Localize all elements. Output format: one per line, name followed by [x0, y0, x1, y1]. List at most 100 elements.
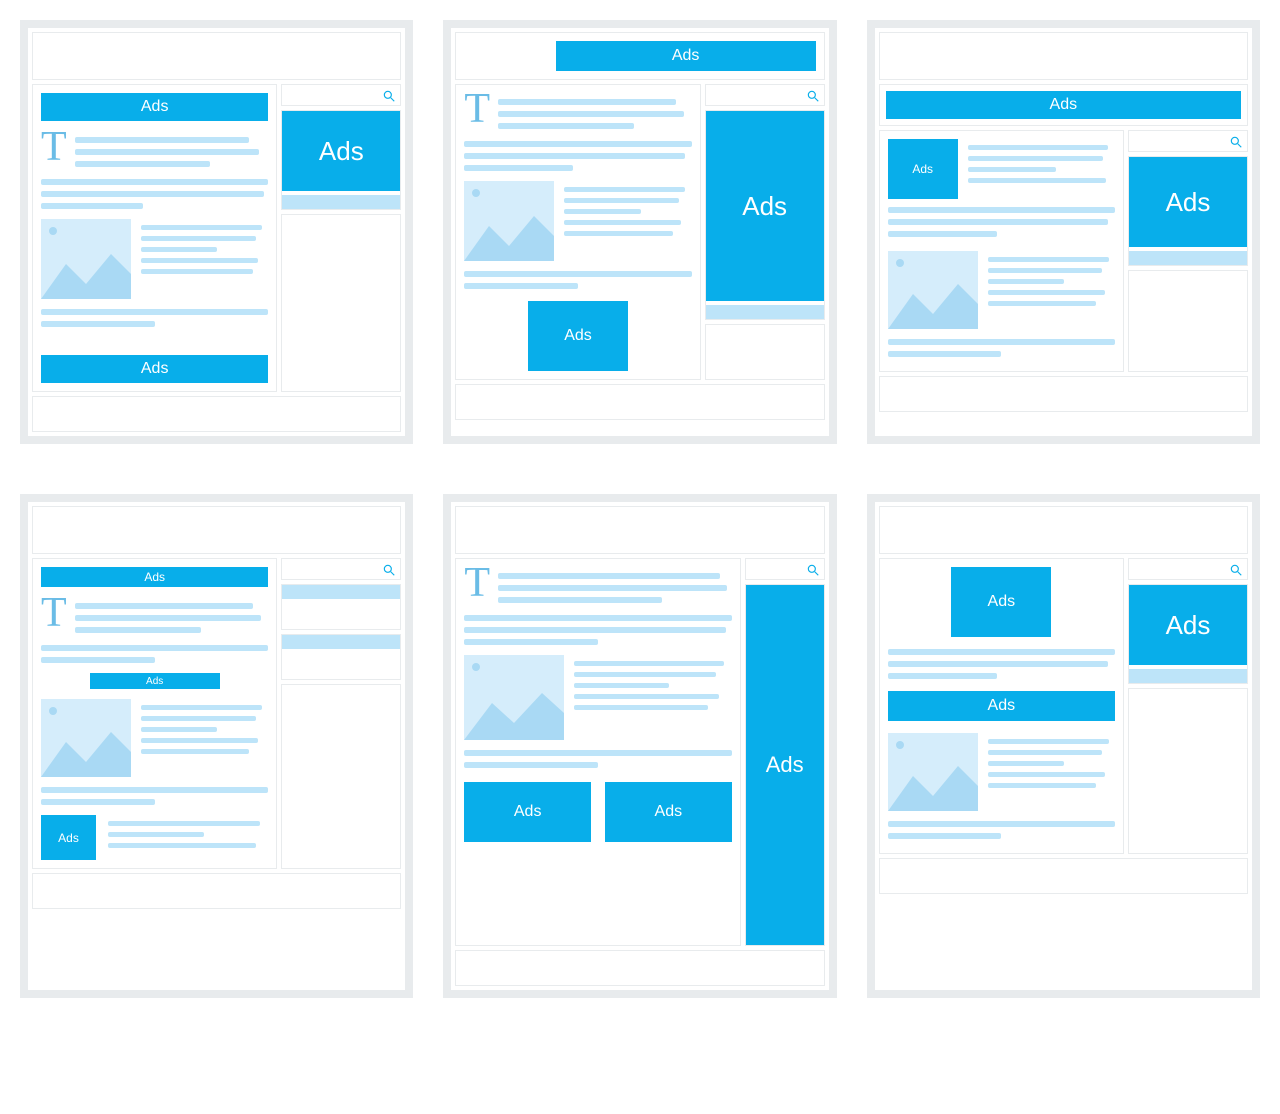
text-line	[108, 843, 256, 848]
ad-bottom-banner: Ads	[41, 355, 268, 383]
text-line	[41, 321, 155, 327]
text-line	[75, 615, 261, 621]
text-line	[75, 603, 253, 609]
text-line	[888, 673, 997, 679]
text-line	[988, 783, 1096, 788]
search-icon[interactable]	[1229, 563, 1243, 577]
text-line	[464, 153, 685, 159]
image-placeholder	[41, 219, 131, 299]
text-line	[988, 268, 1103, 273]
dropcap: T	[41, 597, 67, 631]
text-line	[888, 351, 1002, 357]
text-line	[574, 661, 723, 666]
text-line	[564, 187, 685, 192]
text-line	[464, 141, 691, 147]
text-line	[464, 283, 578, 289]
text-line	[988, 279, 1064, 284]
header-bar	[879, 506, 1248, 554]
text-line	[574, 705, 708, 710]
text-line	[968, 178, 1107, 183]
ad-sidebar-tall: Ads	[706, 111, 824, 301]
text-line	[464, 627, 726, 633]
text-line	[564, 209, 640, 214]
ad-top-thin-banner: Ads	[41, 567, 268, 587]
sidebar	[281, 558, 401, 869]
ad-sidebar-box: Ads	[1129, 157, 1247, 247]
ad-header-banner: Ads	[556, 41, 816, 71]
text-line	[464, 750, 731, 756]
text-line	[108, 821, 260, 826]
text-line	[141, 705, 262, 710]
text-line	[988, 257, 1109, 262]
search-icon[interactable]	[806, 89, 820, 103]
sidebar: Ads	[705, 84, 825, 380]
dropcap: T	[464, 567, 490, 601]
header-bar	[879, 32, 1248, 80]
image-placeholder	[41, 699, 131, 777]
text-line	[888, 833, 1002, 839]
main-column: T	[455, 84, 700, 380]
text-line	[141, 258, 258, 263]
text-line	[75, 627, 201, 633]
layout-1: Ads T	[20, 20, 413, 444]
dropcap: T	[41, 131, 67, 165]
footer-bar	[455, 950, 824, 986]
sidebar: Ads	[281, 84, 401, 392]
main-column: Ads T Ads	[32, 558, 277, 869]
text-line	[41, 191, 264, 197]
text-line	[988, 739, 1109, 744]
text-line	[41, 799, 155, 805]
text-line	[141, 236, 256, 241]
text-line	[888, 339, 1115, 345]
text-line	[574, 672, 716, 677]
search-icon[interactable]	[382, 89, 396, 103]
ad-bottom-pair-right: Ads	[605, 782, 732, 842]
footer-bar	[32, 396, 401, 432]
text-line	[968, 167, 1056, 172]
header-bar	[455, 506, 824, 554]
text-line	[141, 727, 217, 732]
text-line	[888, 649, 1115, 655]
header-bar	[32, 506, 401, 554]
ad-bottom-pair-left: Ads	[464, 782, 591, 842]
text-line	[988, 290, 1105, 295]
header-bar	[32, 32, 401, 80]
text-line	[498, 597, 662, 603]
text-line	[498, 585, 727, 591]
main-column: Ads T	[32, 84, 277, 392]
text-line	[888, 661, 1109, 667]
text-line	[888, 231, 997, 237]
text-line	[464, 165, 573, 171]
wireframe-grid: Ads T	[20, 20, 1260, 998]
image-placeholder	[464, 181, 554, 261]
main-column: T	[455, 558, 740, 946]
ad-inline-thin-banner: Ads	[90, 673, 220, 689]
search-icon[interactable]	[1229, 135, 1243, 149]
text-line	[464, 271, 691, 277]
text-line	[498, 573, 720, 579]
header-bar: Ads	[455, 32, 824, 80]
text-line	[564, 220, 681, 225]
footer-bar	[879, 858, 1248, 894]
layout-5: T	[443, 494, 836, 998]
text-line	[564, 198, 679, 203]
footer-bar	[455, 384, 824, 420]
text-line	[888, 219, 1109, 225]
text-line	[988, 750, 1103, 755]
text-line	[41, 645, 268, 651]
ad-sidebar-box: Ads	[282, 111, 400, 191]
text-line	[41, 203, 143, 209]
main-column: Ads Ads	[879, 558, 1124, 854]
text-line	[141, 247, 217, 252]
search-icon[interactable]	[806, 563, 820, 577]
image-placeholder	[888, 251, 978, 329]
ad-top-banner: Ads	[41, 93, 268, 121]
ad-inline-left-square: Ads	[888, 139, 958, 199]
search-icon[interactable]	[382, 563, 396, 577]
text-line	[75, 161, 211, 167]
ad-top-center-square: Ads	[951, 567, 1051, 637]
text-line	[498, 99, 676, 105]
text-line	[141, 716, 256, 721]
text-line	[41, 309, 268, 315]
ad-mid-banner: Ads	[888, 691, 1115, 721]
